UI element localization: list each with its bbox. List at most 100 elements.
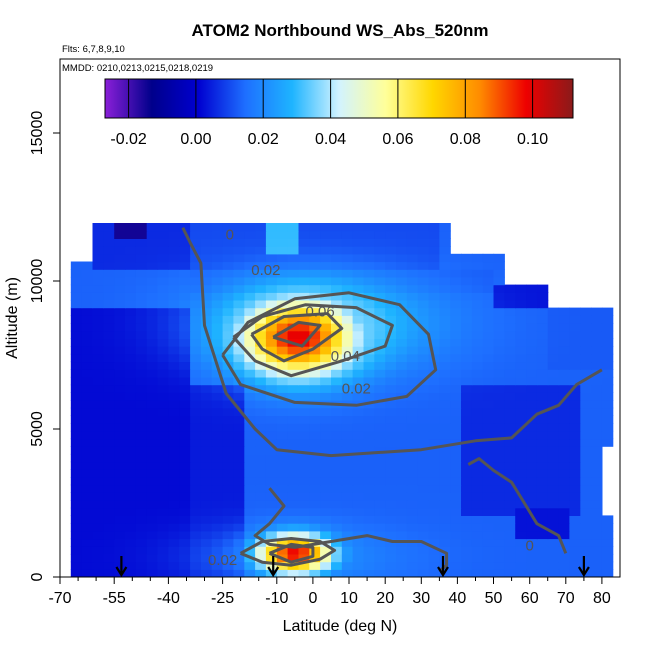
heatmap-cell [493, 507, 505, 516]
heatmap-cell [157, 284, 169, 293]
heatmap-cell [385, 553, 397, 563]
heatmap-cell [591, 469, 603, 478]
heatmap-cell [363, 546, 375, 555]
heatmap-cell [471, 477, 484, 486]
heatmap-cell [461, 315, 473, 324]
heatmap-cell [331, 253, 343, 263]
heatmap-cell [536, 546, 549, 555]
heatmap-cell [103, 307, 115, 316]
x-tick-label: 50 [485, 590, 503, 607]
heatmap-cell [504, 538, 516, 547]
heatmap-cell [233, 292, 245, 301]
heatmap-cell [146, 538, 159, 547]
heatmap-cell [103, 253, 115, 263]
heatmap-cell [190, 507, 202, 516]
x-axis: -70 -55 -40 -25 -10 0 10 20 30 40 50 60 70 80 [48, 576, 620, 607]
heatmap-cell [157, 469, 169, 478]
heatmap-cell [374, 423, 386, 432]
heatmap-cell [222, 507, 234, 516]
heatmap-cell [70, 430, 83, 440]
heatmap-cell [331, 376, 343, 386]
heatmap-cell [461, 292, 473, 301]
heatmap-cell [439, 400, 451, 409]
heatmap-cell [103, 469, 115, 478]
heatmap-cell [244, 330, 256, 339]
heatmap-cell [493, 430, 505, 440]
heatmap-cell [168, 530, 180, 540]
heatmap-cell [439, 369, 451, 378]
heatmap-cell [428, 415, 440, 424]
heatmap-cell [309, 423, 321, 432]
heatmap-cell [450, 461, 462, 470]
heatmap-cell [591, 392, 603, 401]
heatmap-cell [504, 307, 516, 316]
heatmap-cell [179, 461, 191, 470]
heatmap-cell [222, 492, 234, 501]
heatmap-cell [309, 269, 321, 278]
heatmap-cell [396, 453, 408, 463]
heatmap-cell [125, 315, 137, 324]
heatmap-cell [168, 500, 180, 509]
heatmap-cell [558, 384, 570, 393]
heatmap-cell [211, 315, 224, 324]
heatmap-cell [536, 561, 549, 570]
heatmap-cell [70, 469, 83, 478]
heatmap-cell [450, 392, 462, 401]
heatmap-cell [200, 307, 213, 316]
heatmap-cell [211, 415, 224, 424]
heatmap-cell [450, 477, 462, 486]
heatmap-cell [482, 561, 495, 570]
heatmap-cell [233, 507, 245, 516]
heatmap-cell [276, 392, 289, 401]
heatmap-cell [233, 369, 245, 378]
heatmap-cell [331, 538, 343, 547]
heatmap-cell [385, 561, 397, 570]
heatmap-cell [482, 346, 495, 355]
heatmap-cell [146, 423, 159, 432]
colorbar-tick-label: 0.02 [248, 131, 279, 148]
y-tick-label: 0 [29, 572, 46, 581]
heatmap-cell [515, 338, 527, 347]
heatmap-cell [211, 430, 224, 440]
heatmap-cell [482, 469, 495, 478]
heatmap-cell [244, 246, 256, 255]
heatmap-cell [471, 307, 484, 316]
heatmap-cell [244, 538, 256, 547]
heatmap-cell [374, 292, 386, 301]
heatmap-cell [114, 246, 126, 255]
heatmap-cell [536, 384, 549, 393]
heatmap-cell [265, 276, 278, 286]
heatmap-cell [558, 438, 570, 447]
heatmap-cell [352, 299, 364, 309]
heatmap-cell [439, 276, 451, 286]
heatmap-cell [233, 400, 245, 409]
heatmap-cell [146, 392, 159, 401]
heatmap-cell [157, 400, 169, 409]
heatmap-cell [114, 330, 126, 339]
heatmap-cell [482, 400, 495, 409]
heatmap-cell [211, 469, 224, 478]
heatmap-cell [493, 523, 505, 532]
heatmap-cell [558, 330, 570, 339]
heatmap-cell [287, 261, 299, 270]
heatmap-cell [92, 376, 104, 386]
heatmap-cell [471, 415, 484, 424]
heatmap-cell [168, 346, 180, 355]
heatmap-cell [309, 484, 321, 493]
heatmap-cell [157, 453, 169, 463]
heatmap-cell [125, 392, 137, 401]
heatmap-cell [233, 423, 245, 432]
heatmap-cell [114, 523, 126, 532]
heatmap-cell [222, 453, 234, 463]
heatmap-cell [482, 292, 495, 301]
heatmap-cell [363, 353, 375, 363]
heatmap-cell [265, 492, 278, 501]
heatmap-cell [352, 353, 364, 363]
heatmap-cell [504, 561, 516, 570]
heatmap-cell [374, 507, 386, 516]
heatmap-cell [482, 515, 495, 524]
heatmap-cell [179, 507, 191, 516]
heatmap-cell [396, 323, 408, 332]
heatmap-cell [168, 538, 180, 547]
heatmap-cell [233, 315, 245, 324]
